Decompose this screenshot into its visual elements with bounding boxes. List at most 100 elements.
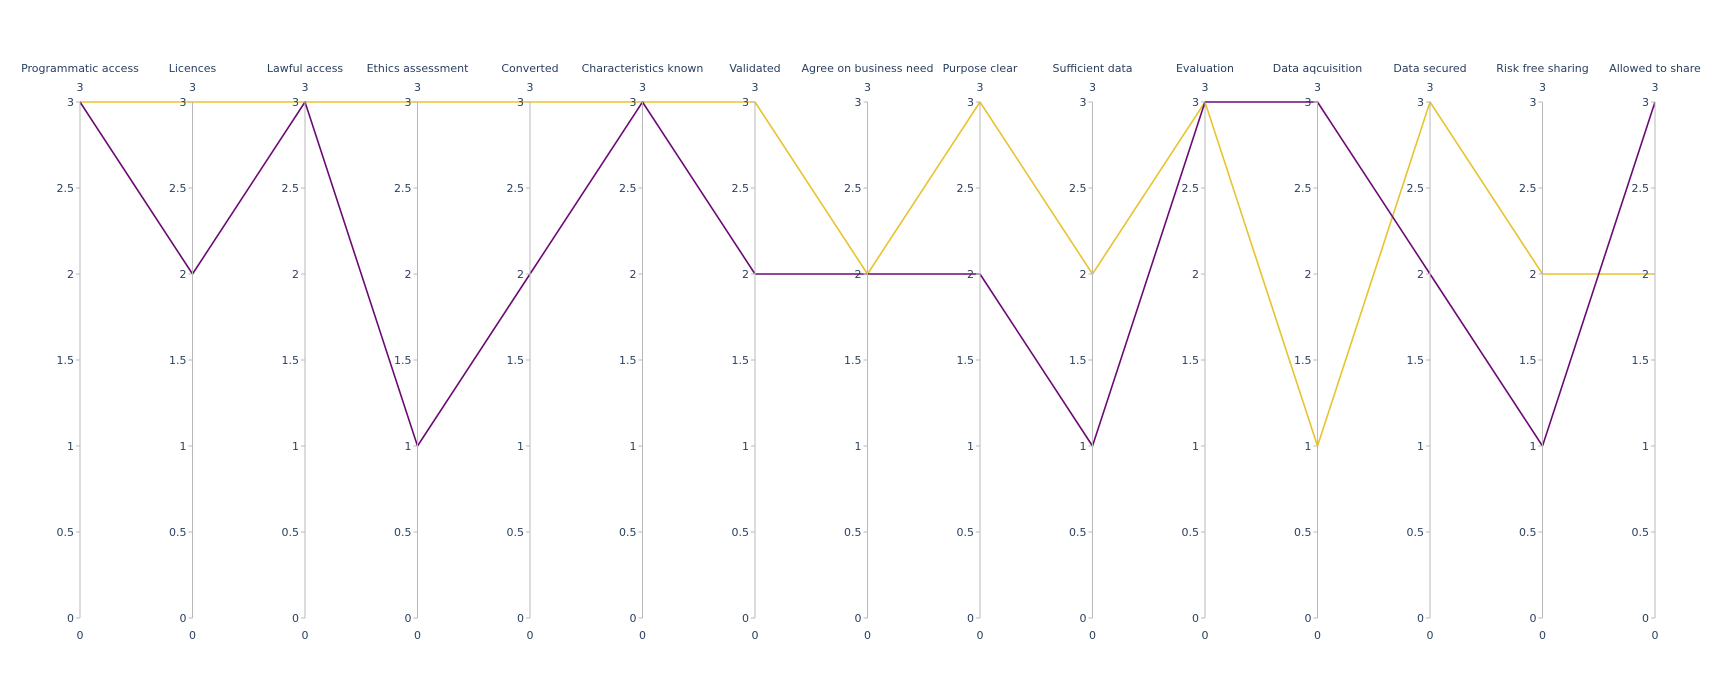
- tick-label: 0: [742, 612, 749, 625]
- axis-1[interactable]: 0 0.5 1 1.5 2 2.5 3 Programmatic access 3 0: [21, 62, 139, 642]
- tick-label: 1: [180, 440, 187, 453]
- axis-title: Characteristics known: [582, 62, 704, 75]
- tick-label: 1: [1192, 440, 1199, 453]
- axis-13[interactable]: 0 0.5 1 1.5 2 2.5 3 Data secured 3 0: [1393, 62, 1466, 642]
- axis-4[interactable]: 0 0.5 1 1.5 2 2.5 3 Ethics assessment 3 0: [367, 62, 469, 642]
- tick-label: 0: [1417, 612, 1424, 625]
- tick-label: 2.5: [169, 182, 187, 195]
- axis-range-max-label: 3: [752, 81, 759, 94]
- axis-10[interactable]: 0 0.5 1 1.5 2 2.5 3 Sufficient data 3 0: [1052, 62, 1132, 642]
- tick-label: 3: [517, 96, 524, 109]
- tick-label: 2.5: [282, 182, 300, 195]
- axis-range-max-label: 3: [1202, 81, 1209, 94]
- tick-label: 1.5: [1182, 354, 1200, 367]
- axis-range-min-label: 0: [527, 629, 534, 642]
- tick-label: 1: [742, 440, 749, 453]
- tick-label: 1: [405, 440, 412, 453]
- tick-label: 0.5: [1069, 526, 1087, 539]
- tick-label: 0: [180, 612, 187, 625]
- axis-12[interactable]: 0 0.5 1 1.5 2 2.5 3 Data aqcuisition 3 0: [1273, 62, 1362, 642]
- axis-title: Lawful access: [267, 62, 344, 75]
- axis-15[interactable]: 0 0.5 1 1.5 2 2.5 3 Allowed to share 3 0: [1609, 62, 1701, 642]
- axis-range-max-label: 3: [639, 81, 646, 94]
- axis-range-max-label: 3: [527, 81, 534, 94]
- tick-label: 1.5: [169, 354, 187, 367]
- tick-label: 0.5: [1519, 526, 1537, 539]
- tick-label: 2: [1642, 268, 1649, 281]
- axis-title: Sufficient data: [1052, 62, 1132, 75]
- tick-label: 2: [967, 268, 974, 281]
- tick-label: 3: [855, 96, 862, 109]
- tick-label: 0: [855, 612, 862, 625]
- axis-range-max-label: 3: [1427, 81, 1434, 94]
- tick-label: 3: [180, 96, 187, 109]
- tick-label: 2: [742, 268, 749, 281]
- tick-label: 0: [517, 612, 524, 625]
- tick-label: 2: [67, 268, 74, 281]
- tick-label: 0.5: [1632, 526, 1650, 539]
- tick-label: 2.5: [1519, 182, 1537, 195]
- axis-7[interactable]: 0 0.5 1 1.5 2 2.5 3 Validated 3 0: [729, 62, 780, 642]
- axis-range-max-label: 3: [864, 81, 871, 94]
- axis-8[interactable]: 0 0.5 1 1.5 2 2.5 3 Agree on business need 3 0: [802, 62, 934, 642]
- axis-range-min-label: 0: [77, 629, 84, 642]
- axis-range-max-label: 3: [977, 81, 984, 94]
- tick-label: 2: [405, 268, 412, 281]
- axis-3[interactable]: 0 0.5 1 1.5 2 2.5 3 Lawful access 3 0: [267, 62, 344, 642]
- axis-11[interactable]: 0 0.5 1 1.5 2 2.5 3 Evaluation 3 0: [1176, 62, 1234, 642]
- axis-title: Agree on business need: [802, 62, 934, 75]
- tick-label: 2.5: [507, 182, 525, 195]
- axis-range-max-label: 3: [414, 81, 421, 94]
- tick-label: 3: [1305, 96, 1312, 109]
- tick-label: 1: [1417, 440, 1424, 453]
- axis-14[interactable]: 0 0.5 1 1.5 2 2.5 3 Risk free sharing 3 0: [1496, 62, 1588, 642]
- tick-label: 2: [180, 268, 187, 281]
- tick-label: 1: [517, 440, 524, 453]
- tick-label: 1: [855, 440, 862, 453]
- tick-label: 2: [1305, 268, 1312, 281]
- tick-label: 3: [1417, 96, 1424, 109]
- tick-label: 2.5: [844, 182, 862, 195]
- axis-range-min-label: 0: [977, 629, 984, 642]
- axis-title: Ethics assessment: [367, 62, 469, 75]
- tick-label: 1.5: [1632, 354, 1650, 367]
- tick-label: 2: [292, 268, 299, 281]
- tick-label: 2.5: [1632, 182, 1650, 195]
- tick-label: 1: [967, 440, 974, 453]
- tick-label: 0.5: [57, 526, 75, 539]
- tick-label: 0.5: [282, 526, 300, 539]
- axis-range-max-label: 3: [302, 81, 309, 94]
- tick-label: 3: [630, 96, 637, 109]
- tick-label: 1.5: [1519, 354, 1537, 367]
- axis-6[interactable]: 0 0.5 1 1.5 2 2.5 3 Characteristics known 3 0: [582, 62, 704, 642]
- axis-title: Validated: [729, 62, 780, 75]
- tick-label: 0: [630, 612, 637, 625]
- tick-label: 2: [1417, 268, 1424, 281]
- tick-label: 2.5: [1407, 182, 1425, 195]
- tick-label: 1.5: [619, 354, 637, 367]
- axis-range-min-label: 0: [864, 629, 871, 642]
- tick-label: 3: [967, 96, 974, 109]
- axis-range-max-label: 3: [77, 81, 84, 94]
- tick-label: 3: [742, 96, 749, 109]
- tick-label: 1.5: [1407, 354, 1425, 367]
- axis-5[interactable]: 0 0.5 1 1.5 2 2.5 3 Converted 3 0: [501, 62, 558, 642]
- tick-label: 3: [1080, 96, 1087, 109]
- axis-range-min-label: 0: [1652, 629, 1659, 642]
- tick-label: 2.5: [1069, 182, 1087, 195]
- axis-9[interactable]: 0 0.5 1 1.5 2 2.5 3 Purpose clear 3 0: [943, 62, 1018, 642]
- tick-label: 1: [1642, 440, 1649, 453]
- tick-label: 1.5: [282, 354, 300, 367]
- axis-range-max-label: 3: [1314, 81, 1321, 94]
- tick-label: 3: [1192, 96, 1199, 109]
- axis-title: Data secured: [1393, 62, 1466, 75]
- tick-label: 2.5: [1182, 182, 1200, 195]
- tick-label: 1.5: [732, 354, 750, 367]
- axis-2[interactable]: 0 0.5 1 1.5 2 2.5 3 Licences 3 0: [169, 62, 217, 642]
- tick-label: 1: [1530, 440, 1537, 453]
- tick-label: 1: [1305, 440, 1312, 453]
- axis-range-min-label: 0: [1539, 629, 1546, 642]
- tick-label: 1: [630, 440, 637, 453]
